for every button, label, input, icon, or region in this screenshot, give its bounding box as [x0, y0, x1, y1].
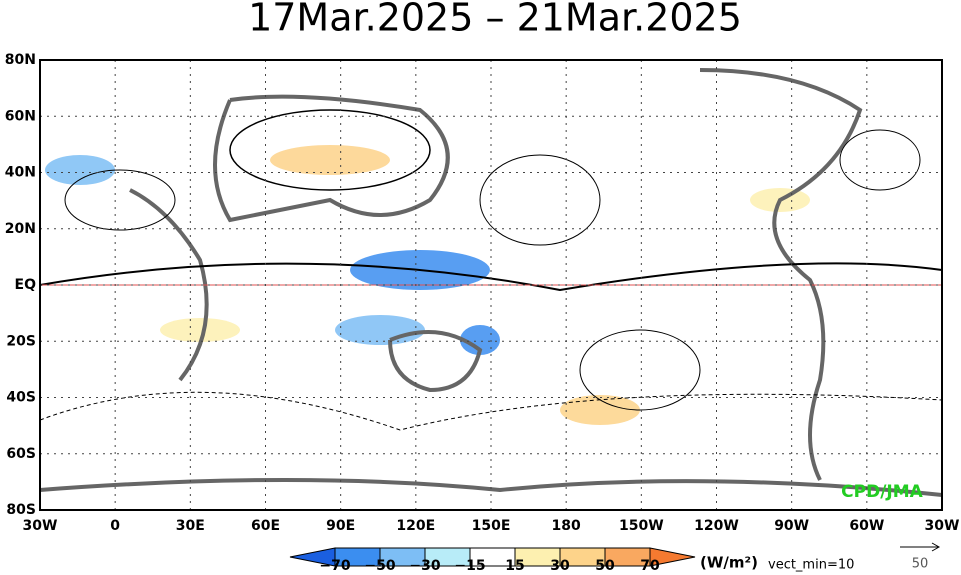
lon-label: 120W	[694, 518, 739, 534]
colorbar-label: −30	[409, 558, 440, 574]
graticule	[40, 60, 942, 510]
lat-label: 40S	[6, 390, 36, 406]
lon-label: 120E	[396, 518, 435, 534]
lon-label: 180	[552, 518, 581, 534]
colorbar-label: 30	[550, 558, 570, 574]
colorbar-label: 15	[505, 558, 524, 574]
lat-label: 20N	[5, 221, 36, 237]
contour	[64, 169, 176, 231]
lat-label: 60N	[5, 108, 36, 124]
lat-label: 20S	[6, 333, 36, 349]
negative-anomaly	[335, 315, 425, 345]
lon-label: 150W	[619, 518, 664, 534]
lat-label: 80S	[6, 502, 36, 518]
positive-anomaly	[160, 318, 240, 342]
lon-label: 90E	[326, 518, 355, 534]
contour	[39, 262, 943, 292]
colorbar-label: 50	[595, 558, 615, 574]
shading	[45, 145, 810, 425]
colorbar: −70 −50 −30 −15 15 30 50 70	[289, 547, 696, 574]
positive-anomaly	[560, 395, 640, 425]
map: CPD/JMA	[39, 59, 943, 511]
coastline	[388, 330, 483, 393]
coastlines	[39, 68, 943, 497]
credit: CPD/JMA	[841, 482, 923, 502]
negative-anomaly	[45, 155, 115, 185]
contour	[229, 109, 431, 191]
reference-arrowhead	[931, 542, 941, 552]
lat-label: EQ	[15, 277, 37, 293]
lon-label: 30E	[176, 518, 205, 534]
coastline	[699, 68, 863, 481]
colorbar-label: 70	[640, 558, 660, 574]
lon-label: 60W	[849, 518, 884, 534]
lat-label: 60S	[6, 446, 36, 462]
contour	[839, 129, 921, 191]
lon-label: 60E	[251, 518, 280, 534]
colorbar-label: −15	[454, 558, 485, 574]
lon-label: 150E	[472, 518, 511, 534]
colorbar-end	[649, 547, 696, 567]
lon-label: 30W	[23, 518, 58, 534]
map-frame	[39, 59, 943, 511]
contour	[579, 329, 701, 411]
lon-label: 0	[110, 518, 120, 534]
negative-anomaly	[460, 325, 500, 355]
vect-min: vect_min=10	[768, 558, 854, 573]
units: (W/m²)	[700, 554, 758, 572]
contour	[39, 391, 943, 431]
positive-anomaly	[270, 145, 390, 175]
lon-label: 90W	[774, 518, 809, 534]
contours	[39, 109, 943, 431]
title: 17Mar.2025 – 21Mar.2025	[248, 0, 742, 40]
reference-value: 50	[912, 557, 929, 572]
coastline	[39, 478, 943, 497]
colorbar-label: −50	[364, 558, 395, 574]
reference-vector: 50	[900, 542, 941, 572]
coastline	[129, 94, 450, 382]
contour	[479, 154, 601, 246]
lat-label: 80N	[5, 52, 36, 68]
lon-label: 30W	[925, 518, 960, 534]
colorbar-label: −70	[319, 558, 350, 574]
lat-label: 40N	[5, 165, 36, 181]
